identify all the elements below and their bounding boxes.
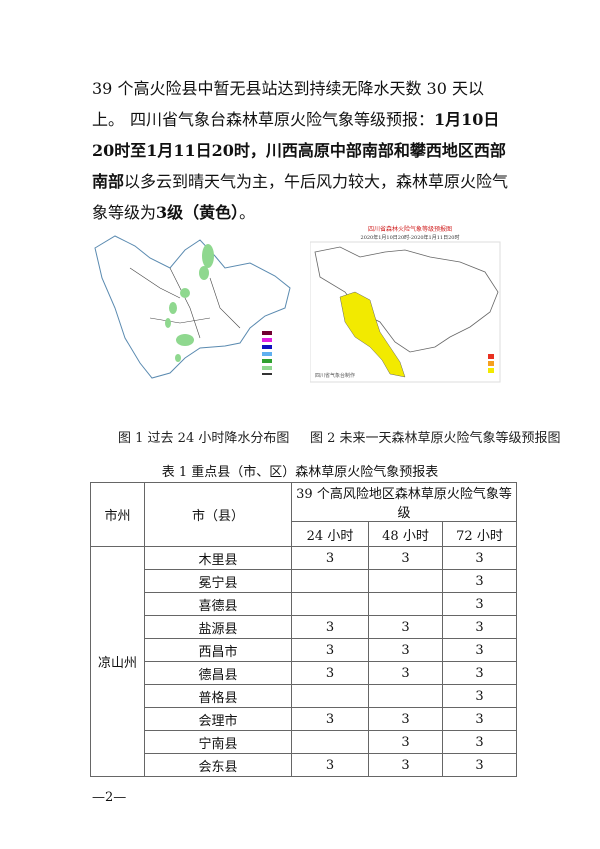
forecast-end: 。	[239, 203, 256, 222]
county-cell: 德昌县	[144, 661, 292, 685]
county-cell: 西昌市	[144, 638, 292, 662]
level-cell-h72: 3	[442, 730, 517, 754]
level-cell-h24: 3	[291, 661, 369, 685]
county-cell: 木里县	[144, 546, 292, 570]
precipitation-map	[94, 235, 291, 379]
forecast-lead: 四川省气象台森林草原火险气象等级预报：	[130, 110, 435, 129]
county-cell: 普格县	[144, 684, 292, 708]
rain-areas	[165, 244, 214, 362]
header-group: 39 个高风险地区森林草原火险气象等级	[291, 482, 517, 522]
level-cell-h48: 3	[368, 730, 443, 754]
fire-map-title: 四川省森林火险气象等级预报图	[368, 225, 452, 233]
level-cell-h72: 3	[442, 569, 517, 593]
table-row: 会东县 3 3 3	[91, 753, 517, 777]
level-cell-h72: 3	[442, 546, 517, 570]
fire-legend	[488, 354, 494, 373]
level-cell-h72: 3	[442, 615, 517, 639]
figure-2-caption: 图 2 未来一天森林草原火险气象等级预报图	[310, 431, 561, 446]
forecast-level: 3级（黄色）	[156, 203, 240, 222]
forecast-body: 以多云到晴天气为主，午后风力较大，森林草原火险气象等级为	[92, 172, 509, 222]
county-cell: 冕宁县	[144, 569, 292, 593]
paragraph-1: 39 个高火险县中暂无县站达到持续无降水天数 30 天以上。	[92, 79, 484, 129]
level-cell-h24	[291, 730, 369, 754]
forecast-time-area: 1月10日20时至1月11日20时，川西高原中部南部和攀西地区西部南部	[92, 110, 506, 191]
level-cell-h24: 3	[291, 753, 369, 777]
level-cell-h72: 3	[442, 753, 517, 777]
level-cell-h72: 3	[442, 707, 517, 731]
paragraph-forecast: 四川省气象台森林草原火险气象等级预报：1月10日20时至1月11日20时，川西高…	[92, 104, 514, 228]
level-cell-h24	[291, 684, 369, 708]
table-row: 冕宁县 3	[91, 569, 517, 593]
fire-risk-map: 四川省森林火险气象等级预报图 2020年1月10日20时-2020年1月11日2…	[310, 225, 501, 383]
header-prefecture: 市州	[90, 482, 145, 547]
county-cell: 会东县	[144, 753, 292, 777]
level-cell-h72: 3	[442, 592, 517, 616]
table-row: 德昌县 3 3 3	[91, 661, 517, 685]
header-county: 市（县）	[144, 482, 292, 547]
level-cell-h24: 3	[291, 615, 369, 639]
table-row: 西昌市 3 3 3	[91, 638, 517, 662]
table-row: 普格县 3	[91, 684, 517, 708]
header-48h: 48 小时	[368, 521, 443, 547]
level-cell-h24: 3	[291, 546, 369, 570]
level-cell-h48: 3	[368, 661, 443, 685]
level-cell-h48	[368, 569, 443, 593]
level-cell-h48: 3	[368, 546, 443, 570]
level-cell-h48: 3	[368, 707, 443, 731]
level-cell-h24	[291, 569, 369, 593]
prefecture-cell: 凉山州	[90, 546, 145, 777]
fire-risk-table: 市州 市（县） 39 个高风险地区森林草原火险气象等级 24 小时 48 小时 …	[90, 482, 517, 777]
table-row: 宁南县 3 3	[91, 730, 517, 754]
figure-1-caption: 图 1 过去 24 小时降水分布图	[118, 431, 290, 446]
level-cell-h48: 3	[368, 753, 443, 777]
header-24h: 24 小时	[291, 521, 369, 547]
table-row: 盐源县 3 3 3	[91, 615, 517, 639]
table-row: 会理市 3 3 3	[91, 707, 517, 731]
level-cell-h48	[368, 684, 443, 708]
level-cell-h48: 3	[368, 638, 443, 662]
level-cell-h24: 3	[291, 707, 369, 731]
table-row: 凉山州 木里县 3 3 3	[90, 546, 517, 777]
county-cell: 会理市	[144, 707, 292, 731]
level-cell-h72: 3	[442, 661, 517, 685]
table-row: 喜德县 3	[91, 592, 517, 616]
table-caption: 表 1 重点县（市、区）森林草原火险气象预报表	[161, 465, 439, 480]
level-cell-h48: 3	[368, 615, 443, 639]
header-72h: 72 小时	[442, 521, 517, 547]
fire-map-subtitle: 2020年1月10日20时-2020年1月11日20时	[361, 234, 460, 241]
fire-map-source: 四川省气象台制作	[315, 372, 355, 379]
level-cell-h72: 3	[442, 684, 517, 708]
level-cell-h72: 3	[442, 638, 517, 662]
level-cell-h24	[291, 592, 369, 616]
page-number: —2—	[92, 790, 127, 805]
county-cell: 喜德县	[144, 592, 292, 616]
county-cell: 盐源县	[144, 615, 292, 639]
level-cell-h48	[368, 592, 443, 616]
county-cell: 宁南县	[144, 730, 292, 754]
rain-legend	[262, 331, 272, 375]
level-cell-h24: 3	[291, 638, 369, 662]
